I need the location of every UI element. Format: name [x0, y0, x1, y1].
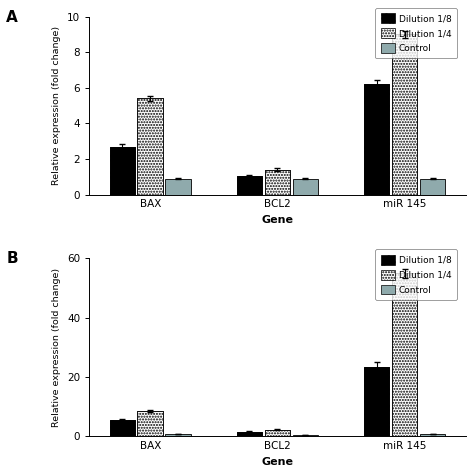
Bar [364, 367, 389, 436]
Y-axis label: Relative expression (fold change): Relative expression (fold change) [53, 26, 62, 185]
Bar [364, 84, 389, 195]
Y-axis label: Relative expression (fold change): Relative expression (fold change) [53, 268, 62, 427]
Bar [109, 420, 135, 436]
Bar [237, 176, 262, 195]
Bar [109, 147, 135, 195]
Bar [237, 432, 262, 436]
Bar [292, 435, 318, 436]
Bar [392, 35, 417, 195]
Bar [264, 170, 290, 195]
Text: A: A [6, 10, 18, 25]
X-axis label: Gene: Gene [261, 456, 293, 466]
Bar [264, 430, 290, 436]
Bar [264, 170, 290, 195]
Bar [109, 147, 135, 195]
Bar [420, 179, 445, 195]
Bar [364, 84, 389, 195]
Bar [364, 367, 389, 436]
Text: B: B [6, 251, 18, 266]
Bar [264, 430, 290, 436]
Bar [237, 432, 262, 436]
Bar [237, 176, 262, 195]
Bar [137, 98, 163, 195]
Bar [137, 98, 163, 195]
X-axis label: Gene: Gene [261, 215, 293, 225]
Bar [137, 411, 163, 436]
Bar [109, 420, 135, 436]
Legend: Dilution 1/8, Dilution 1/4, Control: Dilution 1/8, Dilution 1/4, Control [375, 249, 457, 300]
Bar [392, 273, 417, 436]
Bar [392, 35, 417, 195]
Bar [137, 411, 163, 436]
Bar [420, 434, 445, 436]
Legend: Dilution 1/8, Dilution 1/4, Control: Dilution 1/8, Dilution 1/4, Control [375, 8, 457, 58]
Bar [165, 179, 191, 195]
Bar [392, 273, 417, 436]
Bar [292, 179, 318, 195]
Bar [165, 434, 191, 436]
